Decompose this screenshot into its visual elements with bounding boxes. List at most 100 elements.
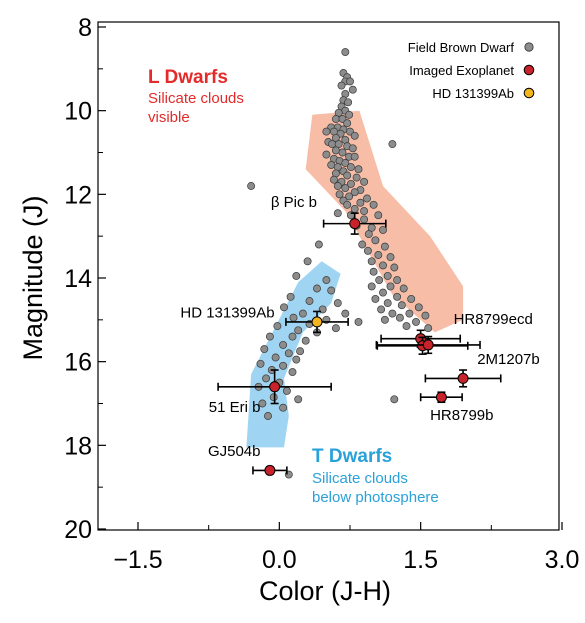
planet-label: HR8799b	[430, 407, 493, 424]
t-dwarf-region-label: T Dwarfs Silicate clouds below photosphe…	[312, 446, 439, 506]
y-tick-label: 8	[78, 14, 92, 42]
x-axis-label: Color (J-H)	[259, 576, 391, 606]
field-brown-dwarf-point	[350, 131, 359, 140]
field-brown-dwarf-point	[371, 236, 380, 245]
field-brown-dwarf-point	[284, 349, 293, 358]
planet-label: HD 131399Ab	[180, 305, 274, 322]
legend-label-exoplanet: Imaged Exoplanet	[409, 63, 514, 78]
field-brown-dwarf-point	[348, 85, 357, 94]
legend-marker-exoplanet	[523, 64, 535, 76]
field-brown-dwarf-point	[388, 309, 397, 318]
field-brown-dwarf-point	[343, 119, 352, 128]
field-brown-dwarf-point	[360, 207, 369, 216]
field-brown-dwarf-point	[338, 148, 347, 157]
field-brown-dwarf-point	[294, 326, 303, 335]
field-brown-dwarf-point	[327, 161, 336, 169]
imaged-exoplanet-point	[435, 391, 447, 403]
field-brown-dwarf-point	[356, 198, 365, 207]
field-brown-dwarf-point	[296, 347, 305, 356]
field-brown-dwarf-point	[322, 150, 331, 159]
field-brown-dwarf-point	[371, 294, 380, 303]
field-brown-dwarf-point	[399, 284, 408, 293]
l-dwarf-note-1: Silicate clouds	[148, 90, 244, 107]
field-brown-dwarf-point	[374, 211, 383, 220]
field-brown-dwarf-point	[412, 317, 420, 326]
field-brown-dwarf-point	[380, 315, 389, 324]
field-brown-dwarf-point	[333, 182, 342, 190]
field-brown-dwarf-point	[341, 48, 350, 57]
field-brown-dwarf-point	[294, 395, 303, 404]
field-brown-dwarf-point	[364, 230, 373, 239]
field-brown-dwarf-point	[264, 412, 272, 420]
field-brown-dwarf-point	[386, 282, 395, 291]
field-brown-dwarf-point	[333, 209, 342, 218]
field-brown-dwarf-point	[292, 355, 301, 364]
legend: Field Brown Dwarf Imaged Exoplanet HD 13…	[408, 40, 535, 101]
plot-frame	[97, 21, 560, 531]
field-brown-dwarf-point	[282, 386, 291, 395]
legend-marker-hd131399	[523, 87, 535, 99]
y-tick-label: 12	[64, 181, 92, 209]
field-brown-dwarf-point	[331, 324, 340, 333]
field-brown-dwarf-point	[279, 403, 288, 412]
field-brown-dwarf-point	[279, 361, 288, 370]
field-brown-dwarf-point	[367, 257, 376, 266]
field-brown-dwarf-point	[352, 173, 361, 182]
y-tick-label: 10	[64, 98, 92, 126]
field-brown-dwarf-point	[397, 301, 406, 310]
field-brown-dwarf-point	[350, 152, 359, 161]
field-brown-dwarf-point	[262, 374, 271, 383]
y-tick-label: 14	[64, 265, 92, 293]
field-brown-dwarf-point	[298, 309, 307, 318]
field-brown-dwarf-point	[383, 271, 392, 280]
field-brown-dwarf-point	[314, 240, 323, 249]
field-brown-dwarf-point	[322, 276, 331, 285]
field-brown-dwarf-point	[350, 188, 359, 197]
field-brown-dwarf-point	[322, 127, 331, 136]
field-brown-dwarf-point	[379, 261, 387, 270]
t-dwarf-note-2: below photosphere	[312, 489, 439, 506]
field-brown-dwarf-point	[369, 200, 378, 209]
y-tick-label: 18	[64, 432, 92, 460]
field-brown-dwarf-point	[301, 336, 310, 345]
field-brown-dwarf-point	[331, 146, 340, 155]
y-tick-label: 16	[64, 349, 92, 377]
field-brown-dwarf-point	[402, 322, 411, 331]
field-brown-dwarf-point	[289, 313, 298, 322]
t-dwarf-band	[246, 261, 341, 448]
field-brown-dwarf-point	[374, 251, 383, 259]
field-brown-dwarf-point	[343, 200, 352, 209]
field-brown-dwarf-point	[292, 271, 301, 280]
l-dwarf-title: L Dwarfs	[148, 67, 228, 88]
l-dwarf-note-2: visible	[148, 109, 190, 126]
legend-label-field: Field Brown Dwarf	[408, 40, 515, 55]
field-brown-dwarf-point	[313, 284, 321, 293]
field-brown-dwarf-point	[360, 215, 369, 224]
imaged-exoplanet-point	[457, 372, 469, 384]
field-brown-dwarf-point	[247, 182, 256, 190]
field-brown-dwarf-point	[358, 240, 367, 249]
field-brown-dwarf-point	[380, 242, 389, 251]
field-brown-dwarf-point	[388, 140, 397, 149]
field-brown-dwarf-point	[341, 159, 350, 167]
legend-label-hd131399: HD 131399Ab	[432, 86, 514, 101]
hd131399ab-point	[311, 316, 323, 328]
imaged-exoplanet-point	[264, 464, 276, 476]
imaged-exoplanet-point	[349, 218, 361, 230]
field-brown-dwarf-point	[348, 144, 357, 153]
field-brown-dwarf-point	[288, 368, 297, 377]
field-brown-dwarf-point	[383, 299, 392, 308]
field-brown-dwarf-point	[354, 165, 363, 174]
field-brown-dwarf-point	[330, 175, 338, 184]
field-brown-dwarf-point	[395, 313, 404, 322]
field-brown-dwarf-point	[303, 257, 312, 266]
field-brown-dwarf-point	[393, 276, 402, 285]
legend-marker-field	[524, 42, 534, 52]
field-brown-dwarf-point	[344, 98, 353, 107]
field-brown-dwarf-point	[288, 332, 297, 341]
field-brown-dwarf-point	[346, 77, 354, 86]
field-brown-dwarf-point	[346, 163, 355, 172]
x-axis-ticks: −1.5 0.0 1.5 3.0	[113, 522, 579, 574]
planet-label: HR8799ecd	[454, 311, 533, 328]
